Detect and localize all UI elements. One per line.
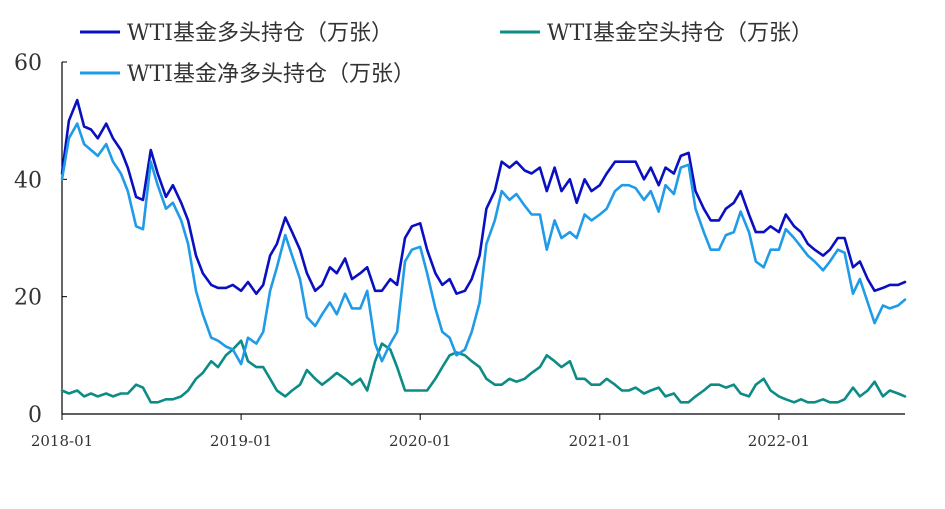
x-tick-label-2022-01: 2022-01	[748, 432, 810, 450]
legend-label-net: WTI基金净多头持仓（万张）	[127, 62, 415, 87]
series-line-short	[60, 339, 907, 404]
series-line-net	[60, 122, 907, 366]
y-tick-label-0: 0	[28, 403, 42, 428]
legend-item-net: WTI基金净多头持仓（万张）	[80, 62, 415, 87]
series-layer	[60, 98, 907, 404]
x-tick-label-2018-01: 2018-01	[31, 432, 93, 450]
x-tick-label-2020-01: 2020-01	[389, 432, 451, 450]
legend-label-short: WTI基金空头持仓（万张）	[547, 21, 813, 46]
legend-item-short: WTI基金空头持仓（万张）	[500, 21, 813, 46]
axes: 0 20 40 60 2018-01 2019-01 2020-01 2021-01 2022-…	[14, 51, 905, 450]
x-tick-label-2019-01: 2019-01	[210, 432, 272, 450]
legend-label-long: WTI基金多头持仓（万张）	[127, 21, 393, 46]
y-tick-label-40: 40	[14, 168, 42, 193]
y-tick-label-20: 20	[14, 286, 42, 311]
series-line-long	[60, 98, 907, 296]
x-tick-label-2021-01: 2021-01	[569, 432, 631, 450]
legend: WTI基金多头持仓（万张） WTI基金空头持仓（万张） WTI基金净多头持仓（万…	[80, 21, 813, 87]
y-tick-label-60: 60	[14, 51, 42, 76]
legend-item-long: WTI基金多头持仓（万张）	[80, 21, 393, 46]
